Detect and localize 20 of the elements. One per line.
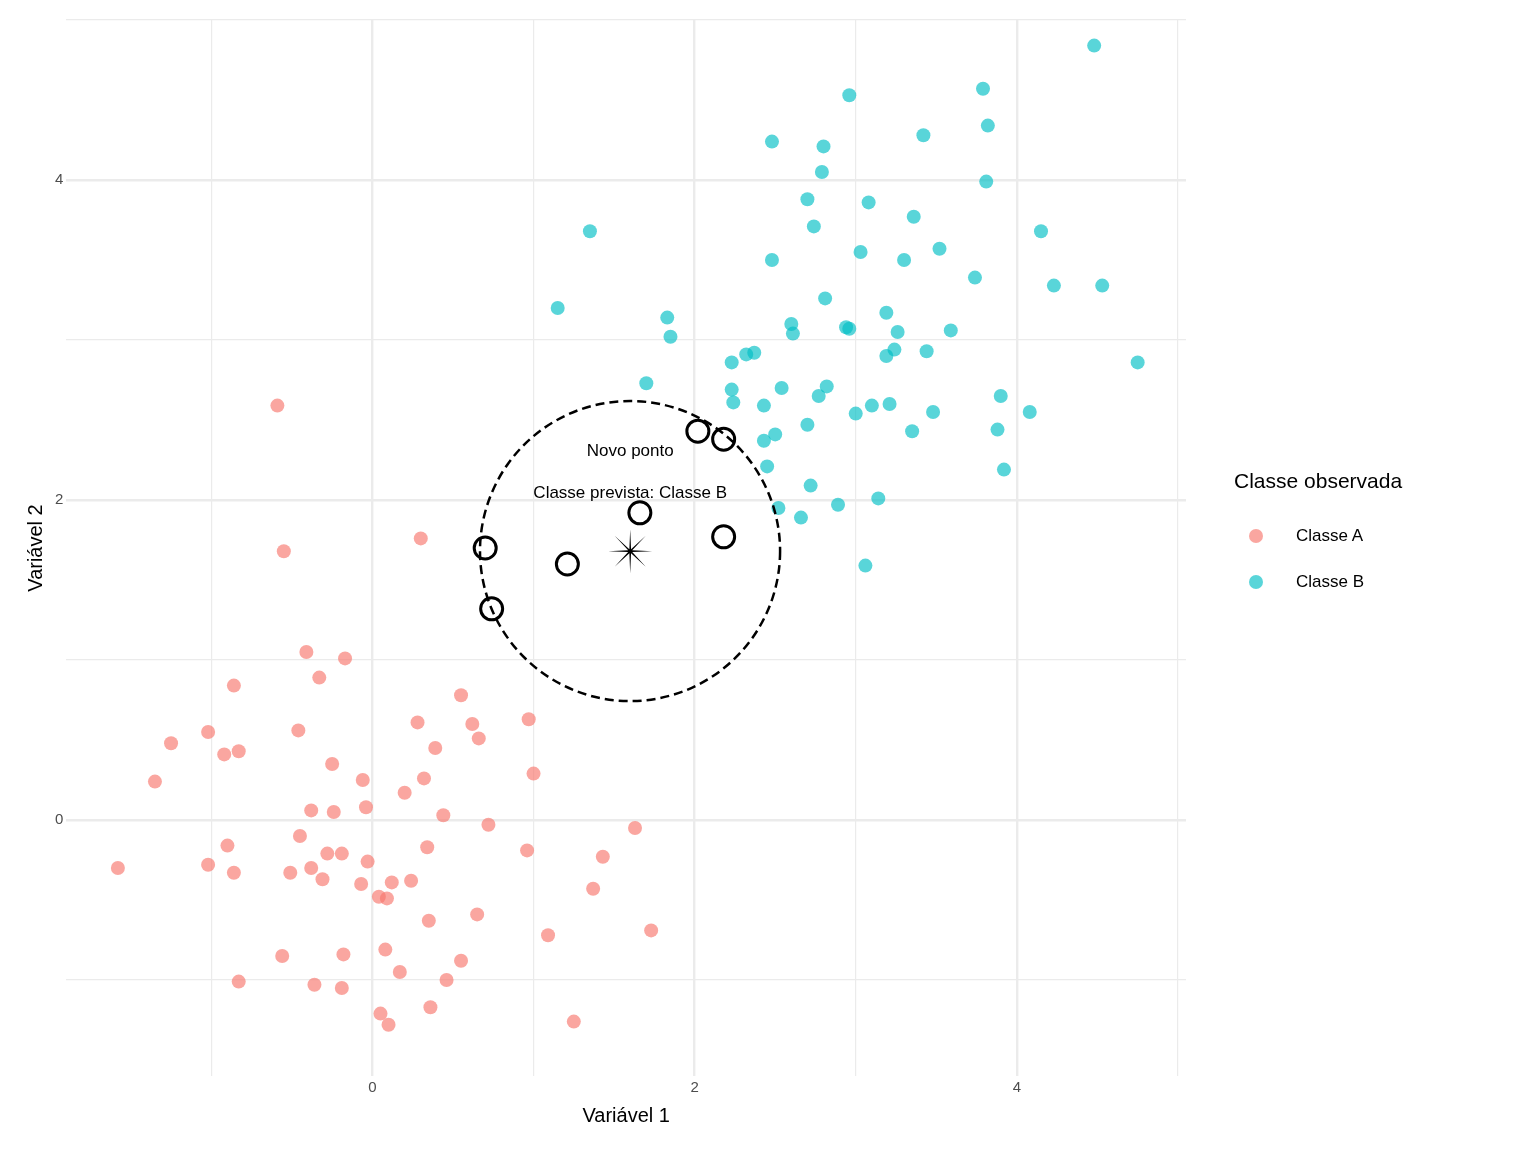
- x-axis-title: Variável 1: [582, 1103, 670, 1126]
- point: [479, 596, 505, 622]
- point: [627, 500, 653, 526]
- y-tick-label: 4: [55, 170, 64, 188]
- y-tick-label: 0: [55, 810, 64, 828]
- point: [472, 535, 498, 561]
- point: [685, 418, 711, 444]
- x-tick-label: 4: [1012, 1078, 1022, 1096]
- legend-label: Classe B: [1296, 571, 1365, 591]
- x-tick-label: 2: [690, 1078, 699, 1096]
- legend-label: Classe A: [1296, 525, 1364, 545]
- y-axis-title: Variável 2: [23, 504, 46, 592]
- annotation: Novo ponto: [586, 440, 674, 460]
- x-tick-label: 0: [368, 1078, 377, 1096]
- point: [711, 426, 737, 452]
- point: [711, 524, 737, 550]
- point: [554, 551, 580, 577]
- legend-title: Classe observada: [1234, 468, 1403, 492]
- y-tick-label: 2: [55, 490, 64, 508]
- annotation: Classe prevista: Classe B: [533, 482, 728, 502]
